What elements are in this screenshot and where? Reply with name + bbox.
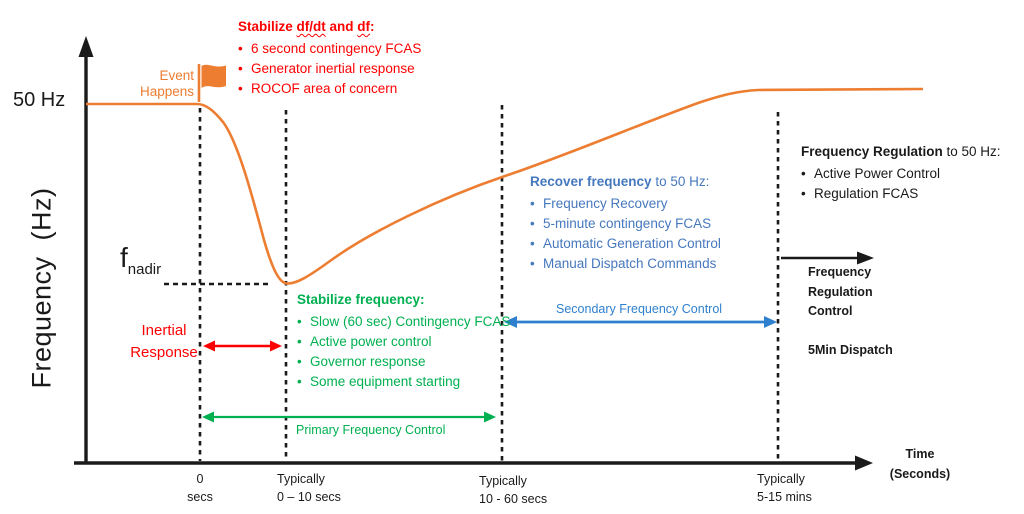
- event-happens-line1: Event: [159, 68, 194, 83]
- frequency-curve: [86, 87, 924, 285]
- tick-0secs-line2: secs: [187, 490, 213, 504]
- event-happens-label: Event Happens: [126, 68, 194, 100]
- secondary-arrow-right-head: [764, 316, 777, 328]
- frequency-regulation-block: Frequency Regulation to 50 Hz: • Active P…: [801, 142, 1001, 204]
- list-item: • 5-minute contingency FCAS: [530, 214, 721, 234]
- tick-10-60secs: Typically 10 - 60 secs: [479, 472, 547, 508]
- frc-line1: Frequency: [808, 265, 872, 279]
- tick-0secs: 0 secs: [178, 470, 222, 506]
- event-happens-line2: Happens: [139, 84, 194, 99]
- list-item-text: 5-minute contingency FCAS: [543, 216, 712, 231]
- f-symbol: f: [120, 242, 128, 273]
- list-item-text: Slow (60 sec) Contingency FCAS: [310, 314, 511, 329]
- list-item: • Generator inertial response: [238, 59, 421, 79]
- list-item: • ROCOF area of concern: [238, 79, 421, 99]
- list-item-text: Frequency Recovery: [543, 196, 668, 211]
- stabilize-dfdt-block: Stabilize df/dt and df: • 6 second contin…: [238, 17, 421, 99]
- list-item: • Active power control: [297, 332, 510, 352]
- x-axis-arrowhead-icon: [855, 455, 873, 471]
- 5min-dispatch-label: 5Min Dispatch: [808, 343, 893, 357]
- bullet-icon: •: [801, 186, 806, 201]
- y-axis-title: Frequency (Hz): [26, 187, 57, 389]
- frequency-regulation-title: Frequency Regulation to 50 Hz:: [801, 144, 1001, 159]
- bullet-icon: •: [297, 314, 302, 329]
- tick-10-60secs-line1: Typically: [479, 474, 527, 488]
- recover-frequency-block: Recover frequency to 50 Hz: • Frequency R…: [530, 172, 721, 274]
- y-axis-arrowhead-icon: [78, 36, 94, 57]
- list-item: • Frequency Recovery: [530, 194, 721, 214]
- list-item-text: Governor response: [310, 354, 426, 369]
- bullet-icon: •: [530, 236, 535, 251]
- secondary-frequency-control-label: Secondary Frequency Control: [556, 302, 723, 316]
- inertial-response-label: Inertial Response: [128, 320, 200, 364]
- list-item-text: Manual Dispatch Commands: [543, 256, 717, 271]
- list-item: • Some equipment starting: [297, 372, 510, 392]
- tick-5-15mins: Typically 5-15 mins: [757, 470, 812, 506]
- f-nadir-label: fnadir: [120, 242, 161, 278]
- y-ref-50hz-label: 50 Hz: [13, 89, 66, 111]
- list-item: • Regulation FCAS: [801, 184, 1001, 204]
- bullet-icon: •: [530, 216, 535, 231]
- list-item-text: Generator inertial response: [251, 61, 415, 76]
- stabilize-frequency-title: Stabilize frequency:: [297, 292, 425, 307]
- x-axis-title-line2: (Seconds): [889, 466, 951, 481]
- list-item-text: Some equipment starting: [310, 374, 461, 389]
- primary-arrow-right-head: [484, 411, 496, 423]
- list-item: • Manual Dispatch Commands: [530, 254, 721, 274]
- list-item: • Slow (60 sec) Contingency FCAS: [297, 312, 510, 332]
- bullet-icon: •: [238, 81, 243, 96]
- frc-caption: Frequency Regulation Control: [808, 263, 873, 322]
- frc-line2: Regulation: [808, 284, 873, 299]
- bullet-icon: •: [238, 41, 243, 56]
- primary-arrow-left-head: [202, 411, 214, 423]
- stabilize-dfdt-title: Stabilize df/dt and df:: [238, 19, 375, 34]
- frc-line3: Control: [808, 304, 853, 318]
- stabilize-frequency-block: Stabilize frequency: • Slow (60 sec) Cont…: [297, 290, 510, 392]
- list-item-text: ROCOF area of concern: [251, 81, 398, 96]
- x-axis-title-line1: Time: [905, 447, 935, 461]
- x-axis-title: Time (Seconds): [884, 445, 956, 484]
- list-item-text: 6 second contingency FCAS: [251, 41, 422, 56]
- nadir-subscript: nadir: [127, 261, 162, 278]
- event-flag-icon: [201, 64, 226, 88]
- bullet-icon: •: [297, 334, 302, 349]
- bullet-icon: •: [530, 256, 535, 271]
- secondary-arrow-left-head: [504, 316, 517, 328]
- bullet-icon: •: [530, 196, 535, 211]
- tick-0secs-line1: 0: [196, 472, 204, 486]
- tick-5-15mins-line2: 5-15 mins: [757, 490, 812, 504]
- inertial-arrow-left-head: [203, 340, 215, 352]
- recover-frequency-title: Recover frequency to 50 Hz:: [530, 174, 710, 189]
- tick-0-10secs: Typically 0 – 10 secs: [277, 470, 341, 506]
- inertial-line1: Inertial: [141, 322, 187, 339]
- bullet-icon: •: [801, 166, 806, 181]
- list-item-text: Automatic Generation Control: [543, 236, 721, 251]
- regulation-arrow-head: [857, 251, 874, 265]
- list-item-text: Active power control: [310, 334, 432, 349]
- list-item: • 6 second contingency FCAS: [238, 39, 421, 59]
- list-item: • Automatic Generation Control: [530, 234, 721, 254]
- list-item-text: Regulation FCAS: [814, 186, 919, 201]
- primary-frequency-control-label: Primary Frequency Control: [296, 423, 446, 437]
- bullet-icon: •: [297, 374, 302, 389]
- list-item: • Active Power Control: [801, 164, 1001, 184]
- bullet-icon: •: [238, 61, 243, 76]
- list-item-text: Active Power Control: [814, 166, 941, 181]
- inertial-arrow-right-head: [270, 340, 282, 352]
- tick-0-10secs-line2: 0 – 10 secs: [277, 490, 341, 504]
- list-item: • Governor response: [297, 352, 510, 372]
- inertial-line2: Response: [130, 344, 198, 361]
- tick-5-15mins-line1: Typically: [757, 472, 805, 486]
- tick-0-10secs-line1: Typically: [277, 472, 325, 486]
- bullet-icon: •: [297, 354, 302, 369]
- tick-10-60secs-line2: 10 - 60 secs: [479, 492, 548, 506]
